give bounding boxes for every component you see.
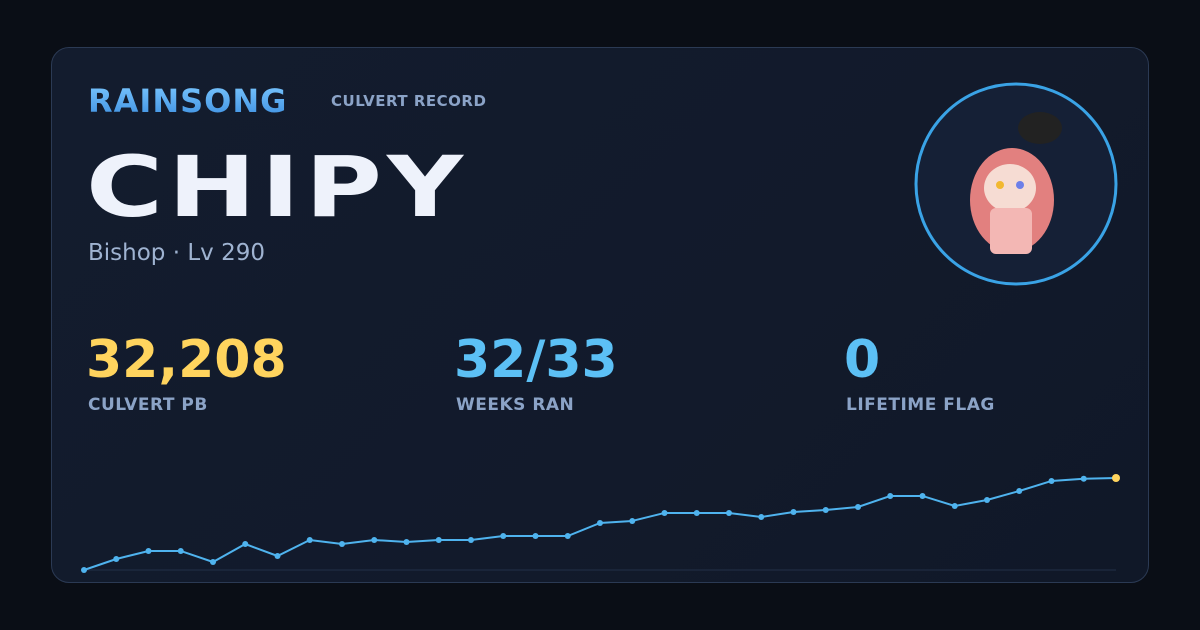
point [81,567,87,573]
point [855,503,861,510]
point [758,513,765,520]
point [1016,488,1023,495]
point [887,492,894,499]
point [177,547,184,554]
point [629,517,636,524]
stat-label: CULVERT PB [88,395,208,415]
stat-value: 32,208 [86,330,287,390]
stat-value: 0 [844,330,881,390]
point [306,536,313,543]
point [113,555,120,562]
point [790,508,797,515]
point [1048,477,1055,484]
stat-label: LIFETIME FLAG [846,395,995,415]
point [145,547,152,554]
point [661,509,668,516]
point [1112,474,1120,482]
player-name: CHIPY [86,138,468,236]
point [500,533,507,540]
point [403,538,410,545]
subtitle: CULVERT RECORD [331,92,487,110]
point [597,519,603,526]
point [726,509,732,516]
point [951,502,958,509]
stat-label: WEEKS RAN [456,395,575,415]
point [468,536,474,543]
point [210,558,216,565]
point [242,541,249,548]
point [564,533,571,540]
point [532,533,539,540]
point [919,492,926,499]
point [274,552,281,559]
point [984,496,990,503]
point [339,541,345,548]
point [822,506,829,513]
point [693,509,700,516]
avatar [970,112,1062,254]
brand: RAINSONG [88,82,288,120]
point [435,536,442,543]
point [371,536,378,543]
player-info: Bishop · Lv 290 [88,240,265,266]
stat-value: 32/33 [454,330,618,390]
point [1080,475,1087,482]
